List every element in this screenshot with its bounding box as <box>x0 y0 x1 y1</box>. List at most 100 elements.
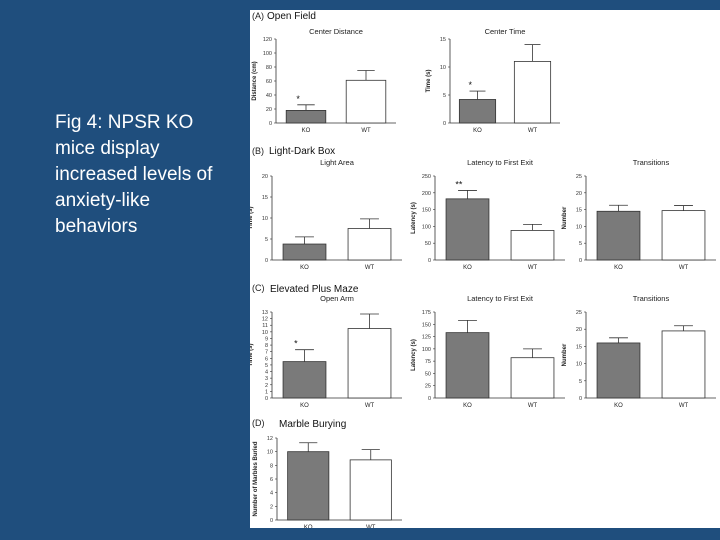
bar-wt <box>349 459 392 521</box>
y-tick-label: 0 <box>270 518 273 524</box>
y-tick-label: 2 <box>270 504 273 510</box>
chart-latency-first-exit-epm: Latency to First Exit 0 25 50 75 100 125 150 175… <box>411 294 565 409</box>
category-label: WT <box>528 128 538 134</box>
category-label: KO <box>473 128 482 134</box>
y-tick-label: 15 <box>576 344 582 350</box>
bar-ko <box>282 361 327 399</box>
y-tick-label: 6 <box>270 477 273 483</box>
y-tick-label: 10 <box>267 450 273 456</box>
y-tick-label: 15 <box>262 195 268 201</box>
y-tick-label: 80 <box>266 65 272 71</box>
y-tick-label: 40 <box>266 93 272 99</box>
y-tick-label: 120 <box>263 37 272 43</box>
bar-ko <box>445 198 490 261</box>
y-tick-label: 8 <box>270 463 273 469</box>
category-label: KO <box>463 403 472 409</box>
category-label: KO <box>614 403 623 409</box>
chart-center-distance: Center Distance 0 20 40 60 80 100 120 Distance (… <box>252 27 396 134</box>
y-tick-label: 10 <box>576 362 582 368</box>
bar-wt <box>513 61 552 124</box>
category-label: WT <box>528 403 538 409</box>
y-tick-label: 20 <box>576 191 582 197</box>
y-tick-label: 10 <box>440 65 446 71</box>
chart-title: Transitions <box>633 158 670 167</box>
bar-ko <box>596 210 641 261</box>
y-tick-label: 25 <box>425 384 431 390</box>
y-tick-label: 10 <box>262 330 268 336</box>
y-tick-label: 0 <box>579 258 582 264</box>
y-tick-label: 5 <box>579 379 582 385</box>
bar-wt <box>347 328 392 399</box>
y-axis-label: Time (s) <box>250 207 254 230</box>
significance-marker: * <box>294 339 298 349</box>
y-tick-label: 0 <box>269 121 272 127</box>
y-tick-label: 2 <box>265 383 268 389</box>
section-a-title: Open Field <box>267 11 316 22</box>
chart-latency-first-exit-ldb: Latency to First Exit 0 50 100 150 200 250 Late… <box>411 158 565 271</box>
y-tick-label: 9 <box>265 336 268 342</box>
chart-title: Transitions <box>633 294 670 303</box>
significance-marker: * <box>468 80 472 90</box>
y-tick-label: 5 <box>443 93 446 99</box>
y-axis-label: Number of Marbles Buried <box>253 441 259 516</box>
bar-wt <box>347 228 392 261</box>
section-c-label: (C) <box>252 283 265 293</box>
bar-wt <box>510 357 555 399</box>
y-tick-label: 0 <box>443 121 446 127</box>
y-tick-label: 25 <box>576 174 582 180</box>
y-tick-label: 100 <box>422 224 431 230</box>
y-tick-label: 20 <box>266 107 272 113</box>
y-tick-label: 13 <box>262 310 268 316</box>
y-tick-label: 5 <box>265 237 268 243</box>
y-tick-label: 50 <box>425 241 431 247</box>
y-tick-label: 5 <box>579 241 582 247</box>
chart-title: Open Arm <box>320 294 354 303</box>
y-tick-label: 100 <box>263 51 272 57</box>
bar-wt <box>661 210 706 261</box>
bar-ko <box>596 342 641 399</box>
significance-marker: ** <box>455 179 463 189</box>
y-tick-label: 20 <box>576 327 582 333</box>
y-axis-label: Latency (s) <box>411 202 417 234</box>
y-tick-label: 25 <box>576 310 582 316</box>
section-c-title: Elevated Plus Maze <box>270 284 359 295</box>
y-tick-label: 15 <box>576 208 582 214</box>
y-tick-label: 100 <box>422 347 431 353</box>
category-label: KO <box>304 525 313 528</box>
category-label: WT <box>366 525 376 528</box>
y-tick-label: 75 <box>425 359 431 365</box>
y-tick-label: 150 <box>422 322 431 328</box>
y-tick-label: 1 <box>265 389 268 395</box>
y-tick-label: 15 <box>440 37 446 43</box>
category-label: KO <box>614 265 623 271</box>
bar-wt <box>345 79 387 124</box>
y-tick-label: 3 <box>265 376 268 382</box>
y-tick-label: 20 <box>262 174 268 180</box>
y-axis-label: Latency (s) <box>411 339 417 371</box>
figure-svg: (A) Open Field (B) Light-Dark Box (C) El… <box>250 11 716 528</box>
category-label: WT <box>679 265 689 271</box>
y-axis-label: Time (s) <box>426 70 432 93</box>
y-tick-label: 0 <box>428 258 431 264</box>
y-tick-label: 4 <box>265 370 268 376</box>
bar-ko <box>445 332 490 399</box>
significance-marker: * <box>296 94 300 104</box>
y-tick-label: 10 <box>262 216 268 222</box>
y-axis-label: Time (s) <box>250 344 254 367</box>
category-label: WT <box>528 265 538 271</box>
y-tick-label: 0 <box>579 396 582 402</box>
category-label: KO <box>302 128 311 134</box>
section-a-label: (A) <box>252 11 264 21</box>
chart-title: Latency to First Exit <box>467 294 534 303</box>
bar-wt <box>661 330 706 399</box>
y-axis-label: Number <box>562 343 568 366</box>
chart-title: Light Area <box>320 158 355 167</box>
y-tick-label: 6 <box>265 356 268 362</box>
category-label: KO <box>463 265 472 271</box>
bar-ko <box>285 110 327 124</box>
chart-transitions-epm: Transitions 0 5 10 15 20 25 Number KO WT <box>562 294 716 409</box>
y-axis-label: Distance (cm) <box>252 61 258 100</box>
y-tick-label: 125 <box>422 335 431 341</box>
y-tick-label: 8 <box>265 343 268 349</box>
section-b-title: Light-Dark Box <box>269 146 335 157</box>
